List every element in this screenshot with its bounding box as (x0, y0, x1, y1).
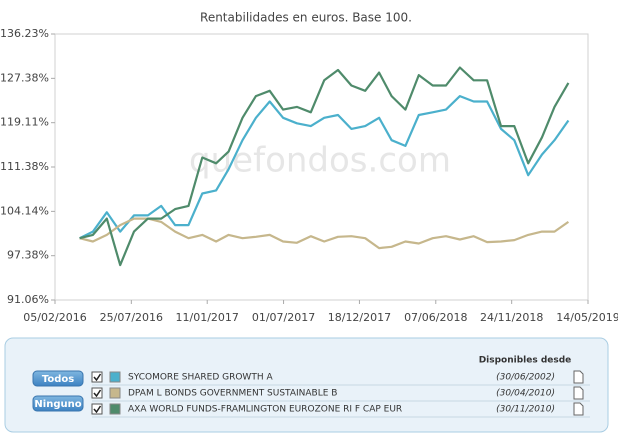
x-tick-label: 25/07/2016 (100, 311, 163, 324)
y-tick-label: 136.23% (0, 27, 49, 40)
y-tick-label: 91.06% (7, 293, 49, 306)
checkbox[interactable] (91, 371, 103, 383)
legend-label: AXA WORLD FUNDS-FRAMLINGTON EUROZONE RI … (128, 405, 402, 415)
legend-label: SYCOMORE SHARED GROWTH A (128, 373, 273, 383)
legend-swatch (109, 371, 121, 383)
button-label[interactable]: Todos (42, 374, 74, 385)
watermark: quefondos.com (189, 141, 451, 181)
x-tick-label: 14/05/2019 (556, 311, 618, 324)
legend-swatch (109, 387, 121, 399)
x-tick-label: 05/02/2016 (23, 311, 86, 324)
button[interactable] (32, 395, 84, 412)
checkbox[interactable] (91, 387, 103, 399)
y-tick-label: 119.11% (0, 116, 49, 129)
button-label[interactable]: Ninguno (34, 399, 81, 410)
document-icon[interactable] (573, 370, 584, 384)
plot-area (54, 33, 589, 301)
button[interactable] (32, 370, 84, 387)
series-line (79, 217, 570, 250)
document-icon[interactable] (573, 386, 584, 400)
series-line (79, 95, 570, 240)
chart-title: Rentabilidades en euros. Base 100. (200, 11, 412, 25)
available-since: (30/06/2002) (496, 373, 555, 383)
check-mark (93, 389, 102, 398)
x-tick-label: 24/11/2018 (480, 311, 543, 324)
x-tick-label: 18/12/2017 (328, 311, 391, 324)
y-tick-label: 97.38% (7, 249, 49, 262)
legend-label: DPAM L BONDS GOVERNMENT SUSTAINABLE B (128, 389, 337, 399)
y-tick-label: 127.38% (0, 71, 49, 84)
x-tick-label: 07/06/2018 (404, 311, 467, 324)
x-tick-label: 11/01/2017 (176, 311, 239, 324)
available-since: (30/04/2010) (496, 389, 555, 399)
checkbox[interactable] (91, 403, 103, 415)
legend-swatch (109, 403, 121, 415)
series-line (79, 66, 570, 267)
check-mark (93, 405, 102, 414)
y-tick-label: 111.38% (0, 160, 49, 173)
x-tick-label: 01/07/2017 (252, 311, 315, 324)
document-icon[interactable] (573, 402, 584, 416)
check-mark (93, 373, 102, 382)
y-tick-label: 104.14% (0, 204, 49, 217)
legend-header: Disponibles desde (479, 356, 572, 366)
available-since: (30/11/2010) (496, 405, 555, 415)
